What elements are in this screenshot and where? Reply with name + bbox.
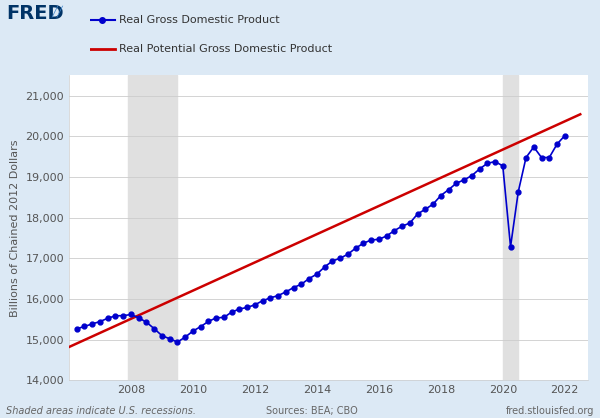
Text: fred.stlouisfed.org: fred.stlouisfed.org	[506, 406, 594, 416]
Text: FRED: FRED	[6, 4, 64, 23]
Text: Sources: BEA; CBO: Sources: BEA; CBO	[266, 406, 358, 416]
Text: Real Gross Domestic Product: Real Gross Domestic Product	[119, 15, 280, 25]
Text: ╱╱: ╱╱	[51, 5, 63, 17]
Bar	[128, 75, 178, 380]
Text: Real Potential Gross Domestic Product: Real Potential Gross Domestic Product	[119, 44, 332, 54]
Y-axis label: Billions of Chained 2012 Dollars: Billions of Chained 2012 Dollars	[10, 139, 20, 316]
Bar	[503, 75, 518, 380]
Text: Shaded areas indicate U.S. recessions.: Shaded areas indicate U.S. recessions.	[6, 406, 196, 416]
